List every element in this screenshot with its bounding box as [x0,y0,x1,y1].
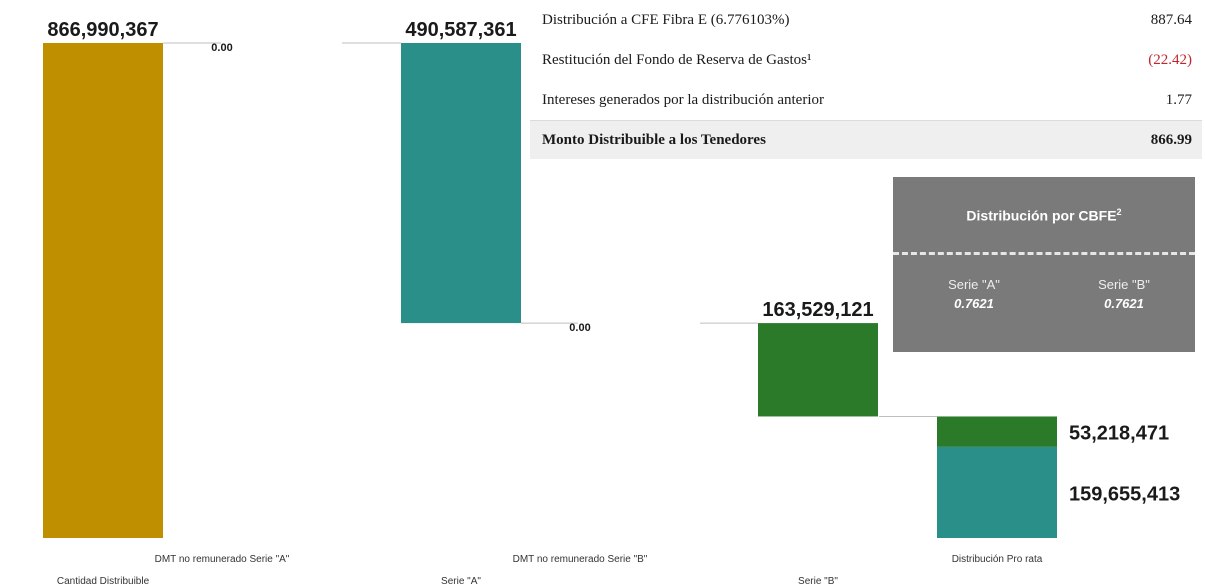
bar-value-label: 866,990,367 [47,19,158,41]
summary-row-value: 887.64 [1150,12,1192,28]
segment-value-label: 159,655,413 [1069,483,1180,505]
category-label: Distribución Pro rata [952,554,1043,565]
waterfall-bar [758,323,878,417]
stacked-segment [937,416,1057,447]
bar-value-label: 0.00 [569,322,590,334]
category-label: Serie "A" [441,576,481,587]
summary-total-value: 866.99 [1150,132,1192,148]
summary-row-label: Restitución del Fondo de Reserva de Gast… [542,52,812,68]
cbfe-serie-value: 0.7621 [954,296,994,311]
cbfe-serie-b: Serie "B" 0.7621 [1069,277,1179,311]
bar-value-label: 163,529,121 [762,299,873,321]
bar-value-label: 0.00 [211,42,232,54]
summary-row-restitucion: Restitución del Fondo de Reserva de Gast… [530,40,1202,80]
cbfe-title-footnote: 2 [1116,207,1122,217]
waterfall-bar [401,43,521,324]
dashed-divider [893,252,1195,255]
waterfall-bar [43,43,163,538]
cbfe-serie-name: Serie "B" [1098,277,1150,292]
summary-row-label: Distribución a CFE Fibra E (6.776103%) [542,12,790,28]
summary-row-intereses: Intereses generados por la distribución … [530,80,1202,120]
summary-row-value: 1.77 [1165,92,1192,108]
cbfe-serie-name: Serie "A" [948,277,1000,292]
cbfe-serie-value: 0.7621 [1104,296,1144,311]
segment-value-label: 53,218,471 [1069,423,1169,445]
cbfe-title-text: Distribución por CBFE [966,207,1117,224]
cbfe-distribution-box: Distribución por CBFE2 Serie "A" 0.7621 … [893,177,1195,352]
cbfe-serie-a: Serie "A" 0.7621 [919,277,1029,311]
summary-row-cfe: Distribución a CFE Fibra E (6.776103%) 8… [530,0,1202,40]
summary-table: Distribución a CFE Fibra E (6.776103%) 8… [530,0,1202,159]
summary-total-label: Monto Distribuible a los Tenedores [542,132,766,148]
summary-row-label: Intereses generados por la distribución … [542,92,824,108]
category-label: Cantidad Distribuible [57,576,150,587]
summary-total-row: Monto Distribuible a los Tenedores 866.9… [530,120,1202,159]
bar-value-label: 490,587,361 [405,19,516,41]
category-label: Serie "B" [798,576,838,587]
category-label: DMT no remunerado Serie "B" [513,554,648,565]
summary-row-value-negative: (22.42) [1148,52,1192,68]
category-label: DMT no remunerado Serie "A" [155,554,290,565]
cbfe-title: Distribución por CBFE2 [893,207,1195,224]
stacked-segment [937,446,1057,538]
